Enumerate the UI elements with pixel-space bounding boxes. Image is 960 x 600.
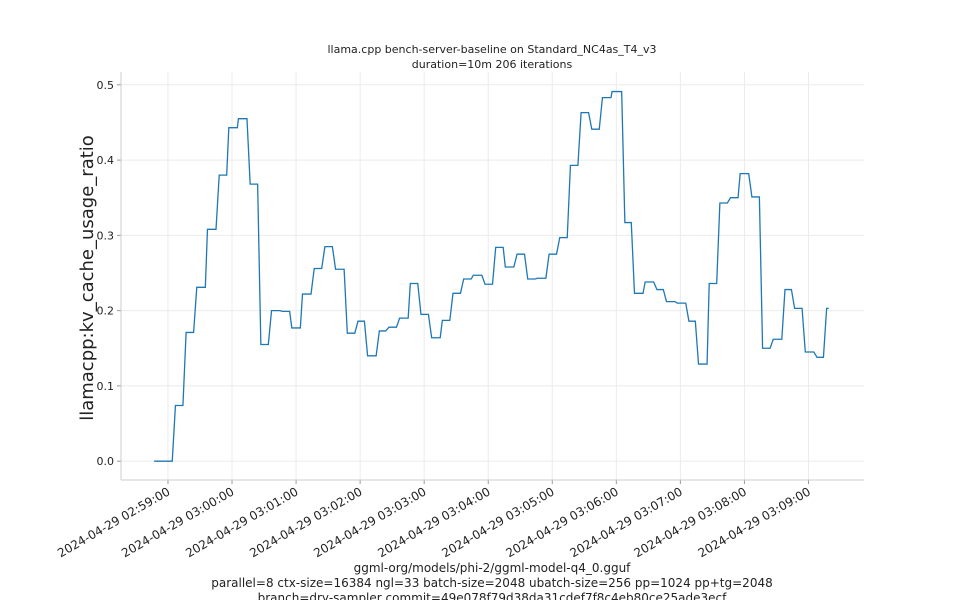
y-tick-label: 0.1 bbox=[97, 380, 115, 393]
x-tick-label: 2024-04-29 03:09:00 bbox=[696, 484, 813, 560]
y-tick-label: 0.2 bbox=[97, 305, 115, 318]
x-tick-label: 2024-04-29 03:08:00 bbox=[632, 484, 749, 560]
data-line bbox=[154, 90, 829, 462]
x-tick-label: 2024-04-29 03:01:00 bbox=[183, 484, 300, 560]
x-tick-label: 2024-04-29 03:06:00 bbox=[503, 484, 620, 560]
x-axis-label: branch=dry-sampler commit=49e078f79d38da… bbox=[258, 591, 728, 600]
x-tick-label: 2024-04-29 03:07:00 bbox=[568, 484, 685, 560]
x-axis-label: ggml-org/models/phi-2/ggml-model-q4_0.gg… bbox=[354, 561, 632, 575]
y-tick-label: 0.4 bbox=[97, 154, 115, 167]
y-tick-label: 0.5 bbox=[97, 79, 115, 92]
y-tick-label: 0.0 bbox=[97, 455, 115, 468]
y-axis-label: llamacpp:kv_cache_usage_ratio bbox=[77, 135, 98, 421]
chart-subtitle: duration=10m 206 iterations bbox=[412, 58, 573, 71]
x-tick-label: 2024-04-29 02:59:00 bbox=[55, 484, 172, 560]
x-tick-label: 2024-04-29 03:04:00 bbox=[375, 484, 492, 560]
y-tick-label: 0.3 bbox=[97, 229, 115, 242]
chart-title: llama.cpp bench-server-baseline on Stand… bbox=[327, 43, 656, 56]
x-tick-label: 2024-04-29 03:02:00 bbox=[247, 484, 364, 560]
x-tick-label: 2024-04-29 03:03:00 bbox=[311, 484, 428, 560]
x-tick-label: 2024-04-29 03:05:00 bbox=[439, 484, 556, 560]
x-axis-label: parallel=8 ctx-size=16384 ngl=33 batch-s… bbox=[211, 576, 772, 590]
x-tick-label: 2024-04-29 03:00:00 bbox=[119, 484, 236, 560]
